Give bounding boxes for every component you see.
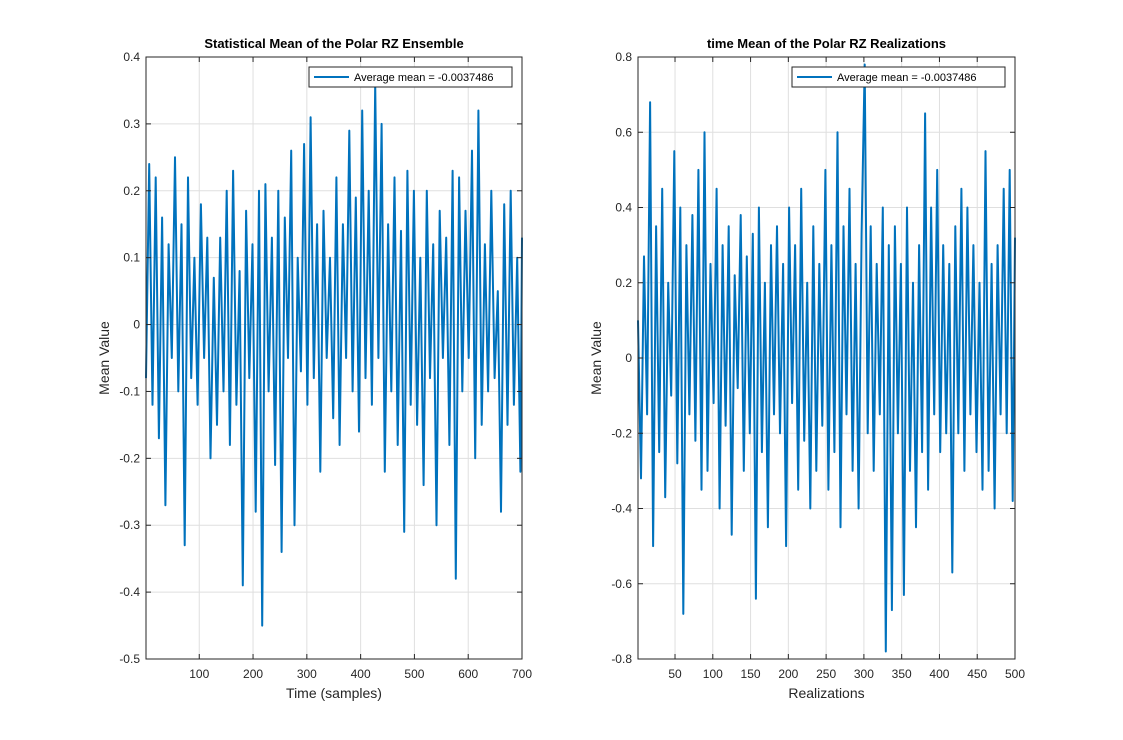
y-tick-label: 0 (133, 318, 140, 332)
x-tick-label: 300 (297, 667, 317, 681)
y-tick-label: -0.1 (119, 384, 140, 398)
y-tick-label: 0.2 (123, 184, 140, 198)
y-tick-label: -0.3 (119, 518, 140, 532)
x-tick-label: 450 (967, 667, 987, 681)
x-tick-label: 600 (458, 667, 478, 681)
y-tick-label: 0.4 (123, 50, 140, 64)
x-tick-label: 50 (668, 667, 682, 681)
y-axis-label: Mean Value (96, 321, 112, 395)
y-tick-label: -0.6 (611, 577, 632, 591)
x-tick-label: 250 (816, 667, 836, 681)
x-axis-label: Time (samples) (286, 685, 382, 701)
chart-title: time Mean of the Polar RZ Realizations (707, 36, 946, 51)
chart-2: 50 100 150 200 250 300 350 400 450 500 -0.8 -0.6 -0.… (588, 36, 1025, 701)
x-tick-label: 500 (1005, 667, 1025, 681)
series-line-1 (145, 82, 523, 627)
x-tick-label: 150 (741, 667, 761, 681)
legend-box (308, 66, 513, 88)
y-tick-label: 0.6 (615, 125, 632, 139)
x-axis-label: Realizations (788, 685, 864, 701)
y-tick-label: -0.2 (611, 426, 632, 440)
y-axis-label: Mean Value (588, 321, 604, 395)
chart-title: Statistical Mean of the Polar RZ Ensembl… (204, 36, 463, 51)
x-tick-label: 200 (243, 667, 263, 681)
axes-box (145, 56, 523, 660)
y-tick-label: -0.2 (119, 451, 140, 465)
x-tick-label: 200 (778, 667, 798, 681)
legend: Average mean = -0.0037486 (308, 66, 513, 88)
chart-1: 100 200 300 400 500 600 700 -0.5 -0.4 -0.3 -0.2 -0.… (96, 36, 532, 701)
legend-box (791, 66, 1006, 88)
x-tick-label: 300 (854, 667, 874, 681)
x-tick-label: 500 (404, 667, 424, 681)
x-tick-label: 400 (929, 667, 949, 681)
y-tick-label: -0.8 (611, 652, 632, 666)
y-tick-label: -0.4 (119, 585, 140, 599)
x-tick-label: 350 (892, 667, 912, 681)
x-tick-label: 400 (351, 667, 371, 681)
y-tick-label: 0.2 (615, 276, 632, 290)
x-tick-label: 100 (703, 667, 723, 681)
legend-label: Average mean = -0.0037486 (837, 72, 977, 84)
legend: Average mean = -0.0037486 (791, 66, 1006, 88)
y-tick-label: 0.8 (615, 50, 632, 64)
y-tick-label: 0.3 (123, 117, 140, 131)
x-tick-label: 700 (512, 667, 532, 681)
series-line-1 (637, 63, 1016, 653)
y-tick-label: 0 (625, 351, 632, 365)
y-tick-label: 0.4 (615, 201, 632, 215)
legend-label: Average mean = -0.0037486 (354, 72, 494, 84)
x-tick-label: 100 (189, 667, 209, 681)
y-tick-label: 0.1 (123, 251, 140, 265)
y-tick-label: -0.5 (119, 652, 140, 666)
y-tick-label: -0.4 (611, 502, 632, 516)
